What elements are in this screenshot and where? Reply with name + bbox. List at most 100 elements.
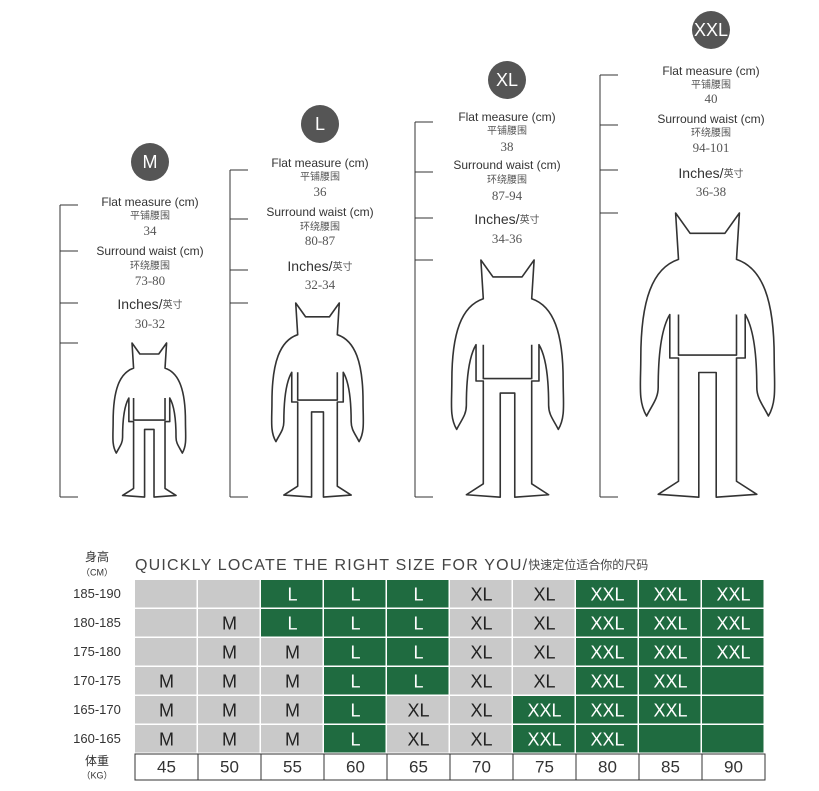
height-range: 170-175 [73,673,121,688]
size-cell: L [350,729,360,749]
heading-cn: 快速定位适合你的尺码 [528,557,648,572]
flat-label: Flat measure (cm) [271,156,368,170]
size-cell: XXL [590,613,624,633]
cell-bg [576,696,638,724]
size-cell: M [159,700,174,720]
inches-cn: 英寸 [724,167,744,180]
size-cell: XXL [590,729,624,749]
weight-unit: （KG） [81,770,112,780]
height-range: 160-165 [73,731,121,746]
cell-bg [261,725,323,753]
size-badge [301,105,339,143]
waist-cn: 环绕腰围 [300,220,340,233]
flat-value: 34 [144,223,158,238]
cell-bg [198,638,260,666]
cell-bg [702,580,764,608]
size-cell: L [350,700,360,720]
weight-value: 65 [409,757,428,776]
cell-bg [324,638,386,666]
flat-value: 40 [705,91,718,106]
height-range: 165-170 [73,702,121,717]
cell-bg [576,580,638,608]
inches-cn: 英寸 [163,298,183,311]
cell-bg [261,609,323,637]
weight-value: 45 [157,757,176,776]
cell-bg [702,725,764,753]
cell-bg [513,696,575,724]
size-badge [131,143,169,181]
size-cell: XL [533,613,555,633]
height-range: 185-190 [73,586,121,601]
size-cell: L [350,584,360,604]
size-cell: M [285,642,300,662]
cell-bg [135,638,197,666]
size-cell: XL [470,584,492,604]
figure [450,259,565,499]
flat-cn: 平铺腰围 [130,209,170,222]
cell-bg [513,638,575,666]
waist-value: 80-87 [305,233,336,248]
cell-bg [387,609,449,637]
size-cell: XXL [653,613,687,633]
cell-bg [135,725,197,753]
figure [639,211,776,499]
weight-value: 60 [346,757,365,776]
weight-value: 80 [598,757,617,776]
cell-bg [135,696,197,724]
flat-cn: 平铺腰围 [487,124,527,137]
inches-label: Inches/英寸 [117,296,182,312]
size-cell: M [222,613,237,633]
inches-cn: 英寸 [520,213,540,226]
size-cell: L [413,671,423,691]
inches-value: 30-32 [135,316,165,331]
size-cell: XXL [653,700,687,720]
cell-bg [324,725,386,753]
cell-bg [261,580,323,608]
cell-bg [261,638,323,666]
cell-bg [639,667,701,695]
cell-bg [639,725,701,753]
size-cell: XXL [653,584,687,604]
size-cell: L [350,642,360,662]
size-cell: L [350,671,360,691]
cell-bg [198,580,260,608]
flat-label: Flat measure (cm) [662,64,759,78]
cell-bg [702,609,764,637]
size-cell: L [413,613,423,633]
size-cell: XXL [653,671,687,691]
cell-bg [576,638,638,666]
height-unit: （CM） [81,567,113,577]
size-cell: XL [407,700,429,720]
flat-cn: 平铺腰围 [300,170,340,183]
inches-value: 32-34 [305,277,336,292]
size-cell: XL [470,729,492,749]
cell-bg [261,667,323,695]
cell-bg [576,609,638,637]
size-cell: L [350,613,360,633]
weight-value: 90 [724,757,743,776]
figure [270,302,365,498]
cell-bg [198,667,260,695]
waist-cn: 环绕腰围 [691,126,731,139]
size-cell: M [222,642,237,662]
cell-bg [387,580,449,608]
inches-en: Inches/ [117,296,162,312]
inches-en: Inches/ [678,165,723,181]
size-badge [488,61,526,99]
inches-label: Inches/英寸 [474,211,539,227]
cell-bg [639,580,701,608]
cell-bg [261,696,323,724]
cell-bg [135,580,197,608]
size-cell: M [222,700,237,720]
cell-bg [135,667,197,695]
size-cell: XXL [590,642,624,662]
cell-bg [639,638,701,666]
cell-bg [198,696,260,724]
size-cell: M [159,671,174,691]
cell-bg [513,725,575,753]
size-cell: XL [533,584,555,604]
cell-bg [450,696,512,724]
cell-bg [450,609,512,637]
size-cell: M [285,729,300,749]
